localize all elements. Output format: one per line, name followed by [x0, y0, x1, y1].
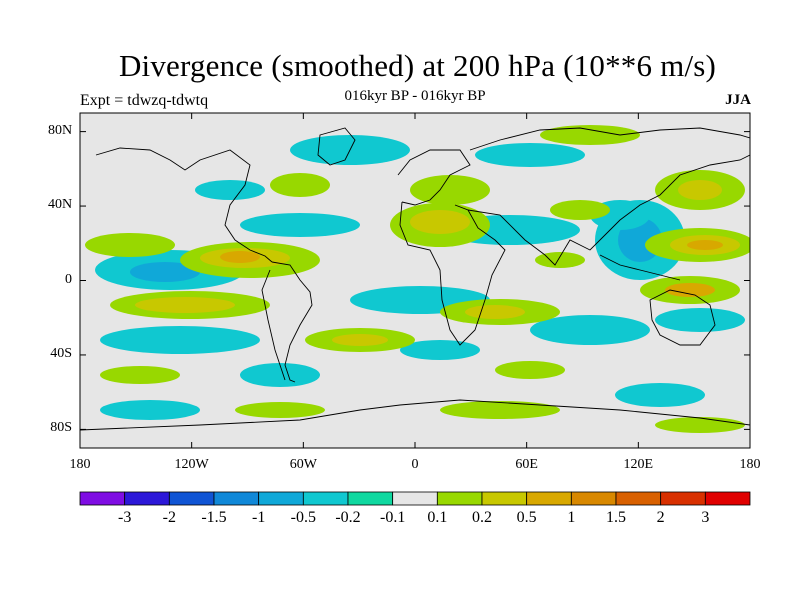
greenland-coast [317, 127, 356, 166]
contour-patch [495, 361, 565, 379]
colorbar-swatch [436, 491, 483, 506]
contour-patch [665, 283, 715, 297]
x-tick-label: 120E [623, 457, 654, 472]
contour-patch [332, 334, 388, 346]
y-tick-label: 80N [48, 122, 73, 138]
map-title: Divergence (smoothed) at 200 hPa (10**6 … [118, 48, 717, 83]
experiment-label: Expt = tdwzq-tdwtq [80, 92, 209, 109]
north-america-coast [95, 147, 273, 263]
season-label: JJA [725, 92, 751, 108]
contour-patch [540, 125, 640, 145]
contour-patch [410, 210, 470, 234]
contour-patch [100, 366, 180, 384]
colorbar-swatch [660, 491, 706, 506]
south-america-west-coast [261, 269, 286, 381]
colorbar-swatch [570, 491, 617, 506]
colorbar-swatch [79, 491, 126, 506]
y-tick-label: 0 [65, 271, 72, 287]
contour-patch [220, 251, 260, 263]
x-tick-label: 60E [515, 457, 538, 472]
colorbar-label: 1.5 [606, 509, 626, 526]
x-tick-label: 180 [739, 457, 761, 472]
colorbar-swatch [615, 491, 662, 506]
contour-patch [440, 401, 560, 419]
y-tick-label: 40S [50, 345, 72, 361]
colorbar-swatch [481, 491, 528, 506]
south-america-east-coast [271, 261, 313, 383]
contour-patch [130, 262, 200, 282]
indonesia-islands [599, 254, 681, 281]
contour-patch [678, 180, 722, 200]
colorbar-swatch [258, 491, 304, 506]
colorbar-label: 1 [567, 509, 576, 526]
contour-patch [475, 143, 585, 167]
colorbar-swatch [124, 491, 170, 506]
colorbar-label: 0.1 [427, 509, 448, 526]
africa-coast [399, 201, 506, 346]
colorbar-swatch [347, 491, 394, 506]
colorbar-label: -2 [162, 509, 176, 526]
asia-north-coast [469, 127, 750, 151]
y-tick-label: 80S [50, 420, 72, 436]
contour-patch [530, 315, 650, 345]
y-tick-label: 40N [48, 197, 73, 213]
contour-patch [535, 252, 585, 268]
colorbar-swatch [392, 491, 438, 506]
contour-patch [655, 308, 745, 332]
colorbar-swatch [213, 491, 260, 506]
colorbar-label: -0.2 [335, 509, 361, 526]
axis-ticks [79, 113, 751, 448]
contour-patch [270, 173, 330, 197]
antarctica-coast [80, 399, 750, 431]
colorbar [79, 491, 751, 506]
contour-patch [687, 240, 723, 250]
contour-patch [85, 233, 175, 257]
colorbar-label: -0.5 [290, 509, 316, 526]
x-tick-label: 0 [411, 457, 419, 472]
x-tick-label: 60W [289, 457, 317, 472]
contour-patch [240, 363, 320, 387]
x-tick-label: 180 [69, 457, 91, 472]
contour-patch [100, 400, 200, 420]
colorbar-label: 3 [701, 509, 710, 526]
colorbar-swatch [704, 491, 751, 506]
colorbar-label: 0.5 [516, 509, 537, 526]
contour-patch [135, 297, 235, 313]
asia-south-coast [467, 154, 750, 266]
colorbar-label: 0.2 [472, 509, 492, 526]
contour-patch [655, 417, 745, 433]
colorbar-label: -1.5 [201, 509, 227, 526]
contour-patch [550, 200, 610, 220]
contour-patch [410, 175, 490, 205]
coastlines [80, 127, 750, 431]
x-tick-label: 120W [174, 457, 209, 472]
contour-patch [235, 402, 325, 418]
contour-patch [240, 213, 360, 237]
divergence-field [80, 125, 750, 433]
europe-coast [397, 149, 471, 206]
contour-patch [465, 305, 525, 319]
contour-patch [100, 326, 260, 354]
contour-patch [615, 383, 705, 407]
map-subtitle: 016kyr BP - 016kyr BP [344, 88, 486, 104]
colorbar-swatch [168, 491, 215, 506]
colorbar-label: 2 [656, 509, 665, 526]
colorbar-swatch [526, 491, 572, 506]
australia-coast [649, 289, 716, 346]
colorbar-label: -3 [117, 509, 132, 526]
colorbar-label: -1 [251, 509, 266, 526]
contour-patch [195, 180, 265, 200]
colorbar-label: -0.1 [379, 509, 406, 526]
colorbar-swatch [302, 491, 349, 506]
